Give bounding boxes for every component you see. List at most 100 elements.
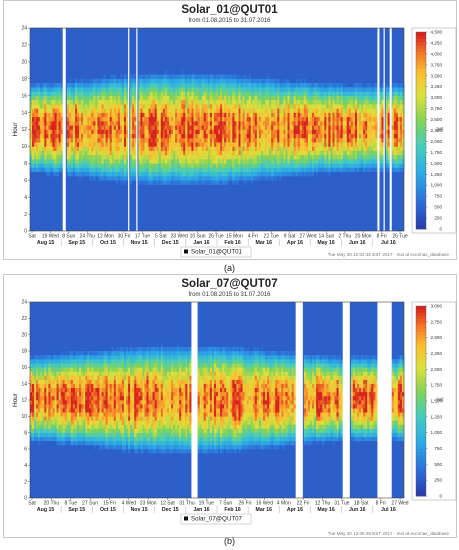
heatmap-cell	[340, 108, 343, 113]
heatmap-cell	[254, 78, 258, 84]
heatmap-cell	[113, 154, 117, 160]
heatmap-cell	[359, 99, 362, 105]
heatmap-cell	[381, 116, 384, 122]
heatmap-cell	[74, 432, 78, 438]
colorbar-step	[416, 169, 426, 174]
heatmap-cell	[130, 91, 133, 96]
heatmap-cell	[222, 180, 225, 185]
heatmap-cell	[199, 133, 202, 139]
heatmap-cell	[175, 108, 178, 113]
colorbar-step	[416, 146, 426, 151]
heatmap-cell	[326, 137, 329, 143]
heatmap-cell	[332, 91, 335, 96]
heatmap-cell	[193, 150, 196, 156]
heatmap-cell	[303, 167, 307, 173]
heatmap-cell	[68, 125, 72, 130]
heatmap-cell	[121, 121, 125, 126]
heatmap-cell	[395, 150, 399, 156]
heatmap-cell	[81, 432, 84, 438]
heatmap-cell	[60, 99, 63, 105]
heatmap-cell	[95, 163, 98, 168]
heatmap-cell	[173, 95, 176, 101]
heatmap-cell	[316, 82, 319, 88]
heatmap-cell	[74, 420, 78, 425]
heatmap-cell	[124, 154, 127, 160]
heatmap-cell	[138, 104, 141, 109]
heatmap-cell	[166, 99, 170, 105]
heatmap-cell	[277, 137, 280, 143]
heatmap-cell	[42, 432, 45, 438]
heatmap-cell	[81, 404, 84, 409]
heatmap-cell	[218, 78, 221, 84]
heatmap-cell	[181, 150, 184, 156]
heatmap-cell	[252, 171, 256, 177]
heatmap-cell	[224, 91, 227, 96]
heatmap-cell	[320, 163, 323, 168]
heatmap-cell	[113, 167, 117, 173]
heatmap-cell	[191, 121, 194, 126]
heatmap-cell	[387, 99, 390, 105]
heatmap-cell	[79, 436, 82, 442]
heatmap-cell	[252, 125, 256, 130]
heatmap-cell	[87, 420, 90, 425]
heatmap-cell	[99, 87, 102, 92]
heatmap-cell	[224, 150, 227, 156]
heatmap-cell	[52, 112, 55, 118]
heatmap-cell	[213, 95, 217, 101]
heatmap-cell	[50, 416, 53, 421]
heatmap-cell	[303, 82, 307, 88]
heatmap-cell	[46, 99, 49, 105]
heatmap-cell	[312, 159, 315, 164]
heatmap-cell	[74, 387, 78, 393]
heatmap-cell	[124, 108, 127, 113]
heatmap-cell	[401, 91, 405, 96]
heatmap-cell	[332, 87, 335, 92]
heatmap-cell	[401, 112, 405, 118]
heatmap-cell	[326, 167, 329, 173]
heatmap-cell	[344, 82, 348, 88]
heatmap-cell	[220, 154, 223, 160]
heatmap-cell	[277, 154, 280, 160]
heatmap-cell	[48, 99, 51, 105]
heatmap-cell	[269, 146, 272, 151]
heatmap-cell	[401, 129, 405, 135]
heatmap-cell	[87, 379, 90, 384]
heatmap-cell	[385, 91, 388, 96]
heatmap-cell	[340, 163, 343, 168]
heatmap-cell	[34, 428, 37, 433]
heatmap-cell	[48, 395, 51, 401]
heatmap-cell	[164, 108, 168, 113]
heatmap-cell	[109, 159, 113, 164]
heatmap-cell	[348, 137, 352, 143]
heatmap-cell	[281, 159, 284, 164]
heatmap-cell	[152, 133, 155, 139]
heatmap-cell	[342, 121, 346, 126]
heatmap-cell	[79, 412, 82, 417]
heatmap-cell	[191, 159, 194, 164]
heatmap-cell	[70, 125, 74, 130]
heatmap-cell	[158, 171, 162, 177]
heatmap-cell	[183, 180, 186, 185]
heatmap-cell	[260, 129, 264, 135]
heatmap-cell	[83, 82, 86, 88]
heatmap-cell	[326, 99, 329, 105]
heatmap-cell	[326, 129, 329, 135]
heatmap-cell	[156, 159, 160, 164]
heatmap-cell	[269, 91, 272, 96]
heatmap-cell	[242, 137, 245, 143]
heatmap-cell	[68, 436, 72, 442]
heatmap-cell	[242, 163, 245, 168]
heatmap-cell	[113, 112, 117, 118]
heatmap-cell	[160, 104, 164, 109]
heatmap-cell	[103, 82, 106, 88]
heatmap-cell	[91, 91, 94, 96]
heatmap-cell	[236, 104, 239, 109]
heatmap-cell	[234, 159, 237, 164]
heatmap-cell	[70, 112, 74, 118]
heatmap-cell	[68, 116, 72, 122]
heatmap-cell	[242, 159, 245, 164]
heatmap-cell	[64, 416, 68, 421]
heatmap-cell	[248, 159, 252, 164]
heatmap-cell	[287, 125, 290, 130]
heatmap-cell	[79, 91, 82, 96]
